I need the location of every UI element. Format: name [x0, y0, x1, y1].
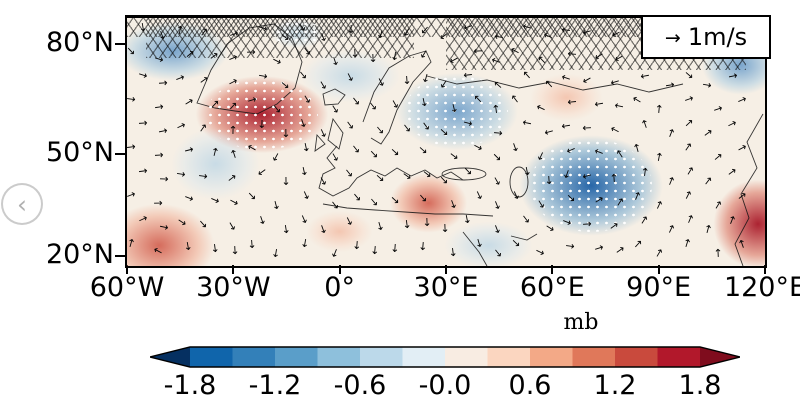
- y-tick-label: 20°N: [45, 239, 114, 271]
- hatch-region: [146, 18, 415, 58]
- vector-key-label: 1m/s: [687, 23, 748, 51]
- x-tick-label: 90°E: [626, 272, 692, 303]
- y-tick-label: 80°N: [45, 27, 114, 59]
- x-tick-label: 30°W: [196, 272, 271, 303]
- coast-black-sea: [441, 167, 487, 181]
- y-tick-mark: [115, 153, 125, 156]
- coast-caspian-sea: [509, 166, 529, 198]
- x-tick-mark: [445, 265, 447, 274]
- y-tick-mark: [115, 255, 125, 258]
- x-tick-label: 60°E: [519, 272, 585, 303]
- coast-ireland: [314, 133, 326, 152]
- colorbar-tick-label: -0.0: [418, 370, 472, 401]
- x-tick-label: 60°W: [89, 272, 165, 303]
- coast-red-sea: [462, 231, 488, 266]
- coast-arctic-russia: [426, 75, 684, 93]
- coast-persian-gulf: [510, 233, 538, 241]
- x-tick-mark: [764, 265, 766, 274]
- y-tick-label: 50°N: [45, 137, 114, 169]
- x-tick-label: 30°E: [413, 272, 479, 303]
- colorbar-tick-label: 0.6: [508, 370, 552, 401]
- y-tick-mark: [115, 43, 125, 46]
- colorbar-tick-label: -0.6: [333, 370, 387, 401]
- x-tick-label: 120°E: [723, 272, 800, 303]
- vector-key-arrow-icon: →: [664, 27, 681, 49]
- coast-east-asia: [734, 113, 764, 266]
- chevron-left-icon: ‹: [17, 189, 27, 219]
- colorbar-tick-label: -1.2: [248, 370, 302, 401]
- x-tick-mark: [338, 265, 341, 274]
- carousel-prev-button[interactable]: ‹: [1, 183, 43, 225]
- colorbar: [150, 346, 740, 368]
- x-tick-mark: [232, 265, 235, 274]
- x-tick-mark: [551, 265, 554, 274]
- colorbar-tick-label: 1.8: [678, 370, 722, 401]
- coast-scandinavia: [362, 50, 432, 145]
- x-tick-mark: [657, 265, 660, 274]
- colorbar-tick-label: 1.2: [593, 370, 637, 401]
- colorbar-tick-label: -1.8: [163, 370, 217, 401]
- vector-key-box: → 1m/s: [641, 15, 771, 59]
- x-tick-mark: [126, 265, 128, 274]
- coast-iceland: [322, 88, 346, 106]
- colorbar-units-label: mb: [563, 310, 599, 335]
- coast-britain: [327, 117, 344, 150]
- coast-north-africa: [322, 203, 494, 217]
- coast-europe-mediterranean: [318, 145, 464, 197]
- x-tick-label: 0°: [324, 272, 355, 303]
